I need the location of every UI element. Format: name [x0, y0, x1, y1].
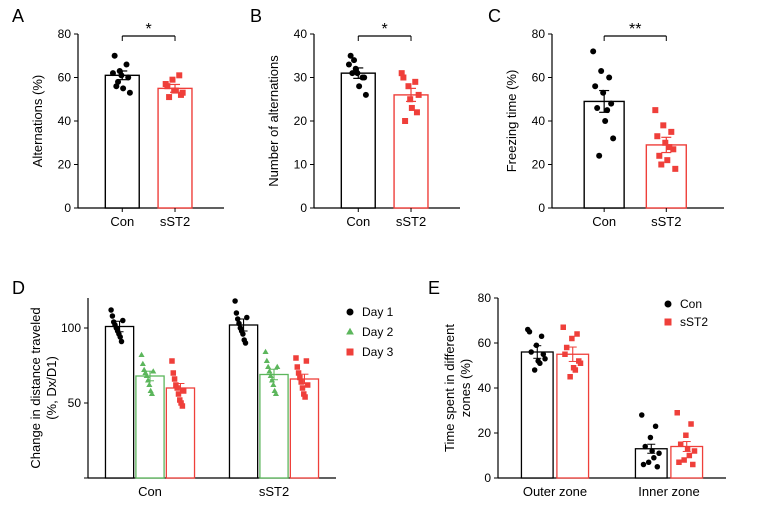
svg-text:20: 20 [58, 158, 72, 172]
svg-text:Alternations (%): Alternations (%) [30, 75, 45, 167]
svg-text:60: 60 [478, 336, 492, 350]
svg-text:80: 80 [478, 291, 492, 305]
panel-a-chart: 0 20 40 60 80 Alternations (%) Con sST2 * [26, 10, 236, 242]
svg-text:Con: Con [138, 484, 162, 499]
svg-text:Con: Con [346, 214, 370, 229]
svg-text:sST2: sST2 [651, 214, 681, 229]
svg-text:60: 60 [532, 71, 546, 85]
svg-text:Outer zone: Outer zone [523, 484, 587, 499]
svg-text:*: * [382, 21, 388, 38]
svg-text:Day 1: Day 1 [362, 305, 394, 319]
panel-label-c: C [488, 6, 501, 27]
svg-text:80: 80 [532, 27, 546, 41]
panel-label-b: B [250, 6, 262, 27]
svg-text:30: 30 [294, 71, 308, 85]
svg-text:sST2: sST2 [160, 214, 190, 229]
svg-text:Inner zone: Inner zone [638, 484, 699, 499]
svg-text:10: 10 [294, 158, 308, 172]
svg-text:40: 40 [478, 381, 492, 395]
svg-text:Day 2: Day 2 [362, 325, 394, 339]
svg-text:Change in distance traveled: Change in distance traveled [28, 307, 43, 468]
svg-text:sST2: sST2 [396, 214, 426, 229]
panel-c-chart: 0 20 40 60 80 Freezing time (%) Con sST2 ** [500, 10, 736, 242]
panel-label-e: E [428, 278, 440, 299]
svg-text:Con: Con [110, 214, 134, 229]
svg-text:0: 0 [538, 201, 545, 215]
svg-text:20: 20 [478, 426, 492, 440]
svg-text:sST2: sST2 [259, 484, 289, 499]
svg-text:0: 0 [64, 201, 71, 215]
panel-e-chart: 0 20 40 60 80 Time spent in differentzones (%… [440, 282, 740, 514]
panel-b-chart: 0 10 20 30 40 Number of alternations Con sST2 * [262, 10, 472, 242]
svg-text:*: * [146, 21, 152, 38]
svg-text:sST2: sST2 [680, 315, 708, 329]
svg-text:Time spent in different: Time spent in different [442, 324, 457, 452]
svg-text:(%, Dx/D1): (%, Dx/D1) [44, 356, 59, 420]
panel-d-chart: 50 100 Change in distance traveled(%, Dx/D… [26, 282, 426, 514]
svg-text:40: 40 [532, 114, 546, 128]
svg-text:**: ** [629, 21, 641, 38]
svg-text:Con: Con [592, 214, 616, 229]
svg-text:zones (%): zones (%) [458, 359, 473, 418]
svg-text:100: 100 [61, 321, 81, 335]
svg-text:60: 60 [58, 71, 72, 85]
svg-text:Number of alternations: Number of alternations [266, 55, 281, 187]
svg-text:40: 40 [294, 27, 308, 41]
svg-text:20: 20 [532, 158, 546, 172]
svg-text:20: 20 [294, 114, 308, 128]
svg-text:Day 3: Day 3 [362, 345, 394, 359]
svg-text:Con: Con [680, 297, 702, 311]
svg-text:50: 50 [68, 396, 82, 410]
panel-label-d: D [12, 278, 25, 299]
svg-text:0: 0 [300, 201, 307, 215]
svg-text:Freezing time (%): Freezing time (%) [504, 70, 519, 173]
panel-label-a: A [12, 6, 24, 27]
svg-text:80: 80 [58, 27, 72, 41]
svg-text:0: 0 [484, 471, 491, 485]
svg-text:40: 40 [58, 114, 72, 128]
